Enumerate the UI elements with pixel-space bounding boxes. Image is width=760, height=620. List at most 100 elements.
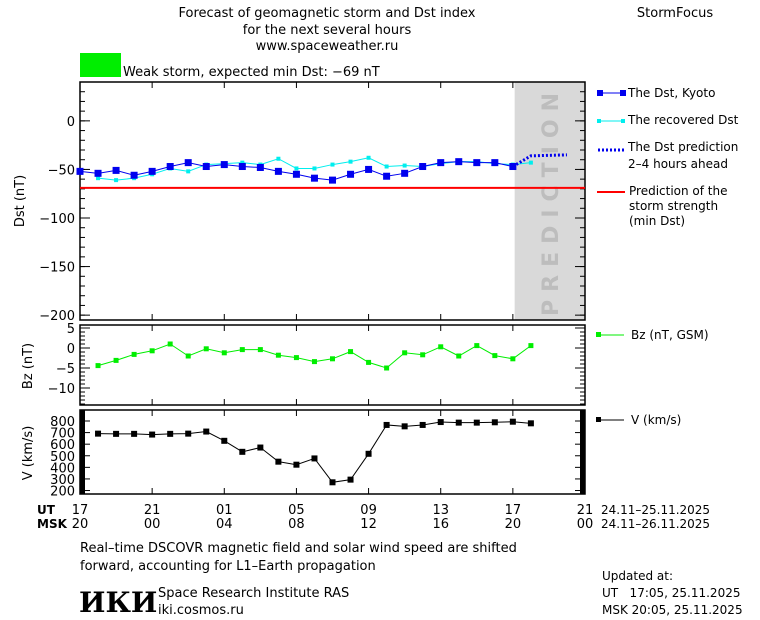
legend-strength-3: (min Dst) xyxy=(629,214,685,228)
v-point xyxy=(95,430,102,437)
v-line xyxy=(98,421,531,483)
bz-point xyxy=(366,359,372,365)
updated-ut: UT 17:05, 25.11.2025 xyxy=(602,586,740,600)
bz-point xyxy=(528,343,534,349)
msk-tick-label: 00 xyxy=(144,517,161,532)
dst-prediction-line xyxy=(512,153,568,168)
v-point xyxy=(473,419,480,426)
dst-kyoto-point xyxy=(329,176,336,184)
updated-label: Updated at: xyxy=(602,569,673,583)
dst-kyoto-point xyxy=(491,159,499,167)
bz-tick-label: −10 xyxy=(48,382,75,397)
dst-kyoto-point xyxy=(184,159,192,167)
v-point xyxy=(167,430,174,437)
v-point xyxy=(437,419,444,426)
v-point xyxy=(491,419,498,426)
bz-point xyxy=(402,350,408,356)
recovered-dst-point xyxy=(312,166,317,171)
msk-tick-label: 00 xyxy=(577,517,594,532)
institute-site[interactable]: iki.cosmos.ru xyxy=(158,603,244,618)
recovered-dst-point xyxy=(114,178,119,183)
storm-status-swatch xyxy=(80,53,121,77)
bz-point xyxy=(492,353,498,359)
ut-tick-label: 17 xyxy=(72,503,89,518)
dst-kyoto-point xyxy=(76,167,84,175)
recovered-dst-point xyxy=(384,164,389,169)
v-point xyxy=(257,444,264,451)
dst-tick-label: 0 xyxy=(67,115,75,130)
legend-recovered-marker xyxy=(621,119,625,123)
dst-kyoto-point xyxy=(220,161,228,169)
ut-tick-label: 21 xyxy=(144,503,161,518)
bz-point xyxy=(221,350,227,356)
prediction-zone xyxy=(514,82,585,320)
bz-point xyxy=(95,363,101,369)
v-tick-label: 800 xyxy=(50,415,75,430)
v-point xyxy=(239,448,246,455)
storm-status-text: Weak storm, expected min Dst: −69 nT xyxy=(123,65,380,80)
legend-dst-kyoto: The Dst, Kyoto xyxy=(627,86,715,100)
title-line-1: Forecast of geomagnetic storm and Dst in… xyxy=(178,6,475,21)
prediction-zone-label: PREDICTION xyxy=(539,85,564,316)
bz-point xyxy=(149,348,155,354)
recovered-dst-point xyxy=(96,176,101,181)
bz-point xyxy=(510,356,516,362)
recovered-dst-point xyxy=(240,160,245,165)
recovered-dst-point xyxy=(186,169,191,174)
legend-v: V (km/s) xyxy=(631,413,681,427)
dst-kyoto-point xyxy=(347,170,355,178)
legend-dst-marker xyxy=(597,90,603,96)
v-tick-label: 700 xyxy=(50,427,75,442)
dst-kyoto-point xyxy=(473,159,481,167)
v-point xyxy=(455,419,462,426)
bz-point xyxy=(203,346,209,352)
ut-date-range: 24.11–25.11.2025 xyxy=(601,503,710,517)
dst-tick-label: −50 xyxy=(48,163,75,178)
dst-kyoto-point xyxy=(419,163,427,171)
ut-tick-label: 17 xyxy=(505,503,522,518)
legend-prediction-1: The Dst prediction xyxy=(627,140,738,154)
v-point xyxy=(365,450,372,457)
bz-tick-label: 0 xyxy=(67,342,75,357)
dst-kyoto-point xyxy=(455,158,463,166)
legend-dst-marker xyxy=(620,90,626,96)
iki-logo: ИКИ xyxy=(79,586,157,619)
bz-point xyxy=(420,352,426,358)
recovered-dst-point xyxy=(402,163,407,168)
title-line-2: for the next several hours xyxy=(243,23,412,38)
bz-line xyxy=(97,343,532,369)
ut-tick-label: 01 xyxy=(216,503,233,518)
v-point xyxy=(131,430,138,437)
bz-point xyxy=(185,353,191,359)
recovered-dst-point xyxy=(366,155,371,160)
v-tick-label: 400 xyxy=(50,461,75,476)
dst-kyoto-point xyxy=(256,163,264,171)
msk-tick-label: 12 xyxy=(360,517,377,532)
dst-tick-label: −150 xyxy=(39,261,75,276)
dst-kyoto-point xyxy=(166,163,174,171)
footer-note-1: Real–time DSCOVR magnetic field and sola… xyxy=(80,541,517,556)
dst-kyoto-point xyxy=(130,171,138,179)
legend-v-marker xyxy=(596,417,601,422)
bz-point xyxy=(257,347,263,353)
dst-kyoto-point xyxy=(94,169,102,177)
recovered-dst-point xyxy=(528,160,533,165)
v-point xyxy=(203,428,210,435)
msk-tick-label: 16 xyxy=(432,517,449,532)
bz-point xyxy=(167,341,173,347)
bz-tick-label: −5 xyxy=(56,362,75,377)
ut-tick-label: 21 xyxy=(577,503,594,518)
msk-date-range: 24.11–26.11.2025 xyxy=(601,517,710,531)
dst-kyoto-point xyxy=(292,170,300,178)
v-point xyxy=(221,437,228,444)
dst-kyoto-point xyxy=(437,159,445,167)
v-point xyxy=(419,421,426,428)
dst-axis-label: Dst (nT) xyxy=(13,175,28,227)
msk-tick-label: 20 xyxy=(505,517,522,532)
bz-axis-label: Bz (nT) xyxy=(21,343,36,389)
legend-recovered-marker xyxy=(597,119,601,123)
bz-point xyxy=(456,353,462,359)
bz-point xyxy=(131,351,137,357)
dst-kyoto-point xyxy=(202,163,210,171)
